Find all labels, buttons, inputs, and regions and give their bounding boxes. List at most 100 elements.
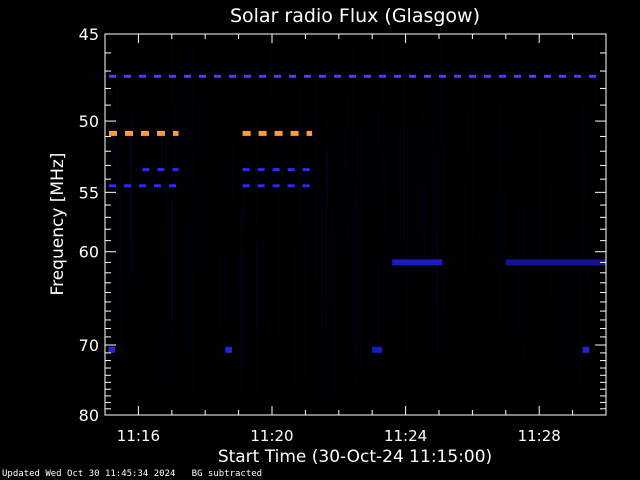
noise-streak: [352, 45, 354, 178]
noise-streak: [334, 255, 336, 402]
band-segment-interference: [258, 130, 267, 136]
noise-streak: [133, 92, 135, 273]
noise-streak: [294, 244, 296, 383]
band-segment-interference: [287, 184, 295, 188]
band-segment-interference: [304, 74, 311, 78]
noise-streak: [383, 163, 385, 230]
band-segment-interference: [124, 184, 131, 188]
noise-streak: [501, 65, 503, 157]
y-tick-label: 55: [79, 183, 99, 202]
noise-streak: [190, 216, 192, 348]
band-segment-interference: [244, 74, 251, 78]
noise-streak: [126, 214, 128, 414]
noise-streak: [327, 149, 328, 208]
band-segment-interference: [109, 74, 116, 78]
noise-streak: [537, 164, 538, 266]
noise-streak: [472, 70, 474, 152]
noise-streak: [398, 185, 400, 319]
noise-streak: [156, 137, 158, 358]
noise-streak: [333, 233, 335, 357]
noise-streak: [258, 241, 259, 362]
spectrogram-features: [108, 74, 606, 353]
band-segment-interference: [544, 74, 551, 78]
noise-streak: [589, 216, 590, 404]
noise-streak: [344, 128, 346, 171]
noise-streak: [240, 209, 242, 392]
band-segment-interference: [469, 74, 476, 78]
noise-streak: [106, 257, 108, 371]
band-segment-interference: [142, 168, 150, 172]
noise-streak: [442, 101, 444, 360]
noise-streak: [319, 194, 321, 373]
band-segment-interference: [184, 74, 191, 78]
y-tick-label: 50: [79, 112, 99, 131]
band-segment-interference: [259, 74, 266, 78]
noise-streak: [212, 124, 214, 337]
band-segment-interference: [109, 184, 116, 188]
band-segment-interference: [409, 74, 416, 78]
band-segment-interference: [139, 74, 146, 78]
noise-streak: [382, 151, 384, 363]
noise-streak: [218, 250, 220, 335]
noise-streak: [243, 114, 245, 239]
band-segment-interference: [125, 130, 133, 136]
band-segment-interference: [257, 168, 265, 172]
noise-streak: [188, 34, 190, 362]
noise-streak: [507, 128, 509, 190]
noise-streak: [422, 124, 424, 376]
noise-streak: [164, 227, 166, 387]
spot-mark: [372, 346, 383, 353]
band-segment-interference: [169, 74, 176, 78]
band-segment-interference: [499, 74, 506, 78]
noise-streak: [421, 67, 423, 388]
noise-streak: [117, 112, 119, 305]
noise-streak: [321, 187, 323, 408]
noise-streak: [530, 205, 531, 343]
band-segment-interference: [242, 168, 250, 172]
noise-streak: [550, 112, 551, 218]
noise-streak: [347, 91, 349, 246]
noise-streak: [285, 91, 287, 201]
noise-streak: [358, 207, 359, 346]
band-segment-interference: [529, 74, 536, 78]
noise-streak: [143, 235, 145, 287]
band-segment-interference: [302, 168, 310, 172]
x-tick-label: 11:16: [117, 427, 160, 445]
noise-streak: [569, 230, 571, 379]
noise-streak: [179, 72, 181, 196]
noise-streak: [167, 215, 169, 399]
noise-streak: [523, 204, 525, 362]
noise-streak: [165, 105, 167, 262]
noise-streak: [356, 135, 358, 387]
plot-fill: [105, 34, 606, 415]
band-segment-interference: [242, 184, 250, 188]
noise-streak: [549, 250, 551, 339]
noise-streak: [304, 98, 306, 139]
burst-mark: [392, 259, 443, 266]
noise-streak: [128, 128, 130, 337]
plot-frame: [104, 33, 607, 416]
band-segment-interference: [334, 74, 341, 78]
noise-streak: [168, 200, 170, 389]
noise-streak: [590, 238, 591, 310]
noise-streak: [114, 104, 116, 312]
noise-streak: [413, 132, 415, 285]
noise-streak: [303, 233, 305, 377]
noise-streak: [434, 51, 436, 253]
noise-streak: [435, 232, 437, 306]
noise-streak: [119, 162, 121, 353]
noise-streak: [520, 259, 522, 388]
x-tick-label: 11:28: [518, 427, 561, 445]
band-segment-interference: [364, 74, 371, 78]
noise-streak: [539, 128, 541, 264]
y-tick-label: 80: [79, 406, 99, 425]
noise-streak: [491, 202, 493, 362]
noise-streak: [315, 159, 316, 345]
noise-streak: [350, 162, 352, 227]
noise-streak: [225, 250, 227, 321]
noise-streak: [420, 118, 422, 236]
noise-streak: [130, 114, 132, 245]
y-tick-label: 45: [79, 25, 99, 44]
noise-streak: [594, 258, 596, 330]
